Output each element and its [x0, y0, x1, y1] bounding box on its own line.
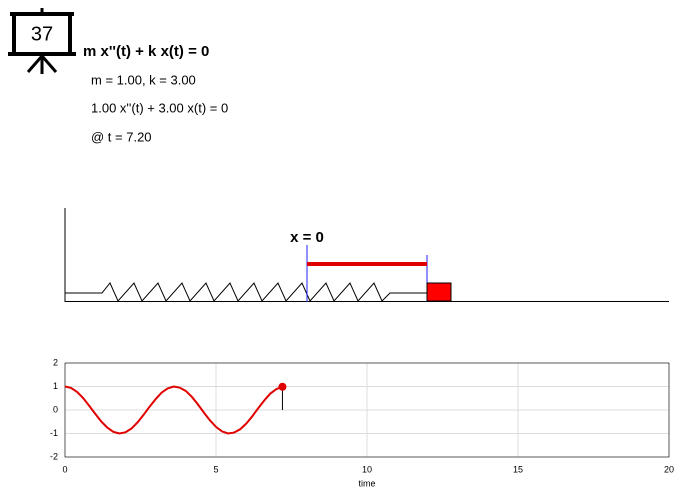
series-line — [64, 385, 283, 435]
mass — [426, 282, 452, 302]
y-tick-label: 2 — [53, 357, 58, 367]
y-tick-label: -1 — [50, 428, 58, 438]
parameters: m = 1.00, k = 3.00 — [91, 72, 196, 87]
origin-label: x = 0 — [290, 229, 324, 246]
y-tick-label: 0 — [53, 404, 58, 414]
plot-frame — [64, 362, 670, 458]
current-point — [278, 382, 287, 391]
x-tick-label: 0 — [62, 464, 67, 474]
spring-diagram: x = 0 — [64, 208, 669, 302]
equation-numeric: 1.00 x''(t) + 3.00 x(t) = 0 — [91, 100, 228, 115]
x-tick-label: 10 — [362, 464, 372, 474]
x-tick-label: 5 — [213, 464, 218, 474]
spring — [65, 282, 427, 302]
icon: 37 — [8, 8, 76, 74]
equation: m x''(t) + k x(t) = 0 — [83, 43, 209, 60]
y-tick-label: 1 — [53, 381, 58, 391]
icon-label: 37 — [31, 23, 53, 45]
x-axis-label: time — [358, 478, 375, 488]
x-tick-label: 15 — [513, 464, 523, 474]
y-tick-label: -2 — [50, 451, 58, 461]
time: @ t = 7.20 — [91, 129, 152, 144]
x-tick-label: 20 — [664, 464, 674, 474]
